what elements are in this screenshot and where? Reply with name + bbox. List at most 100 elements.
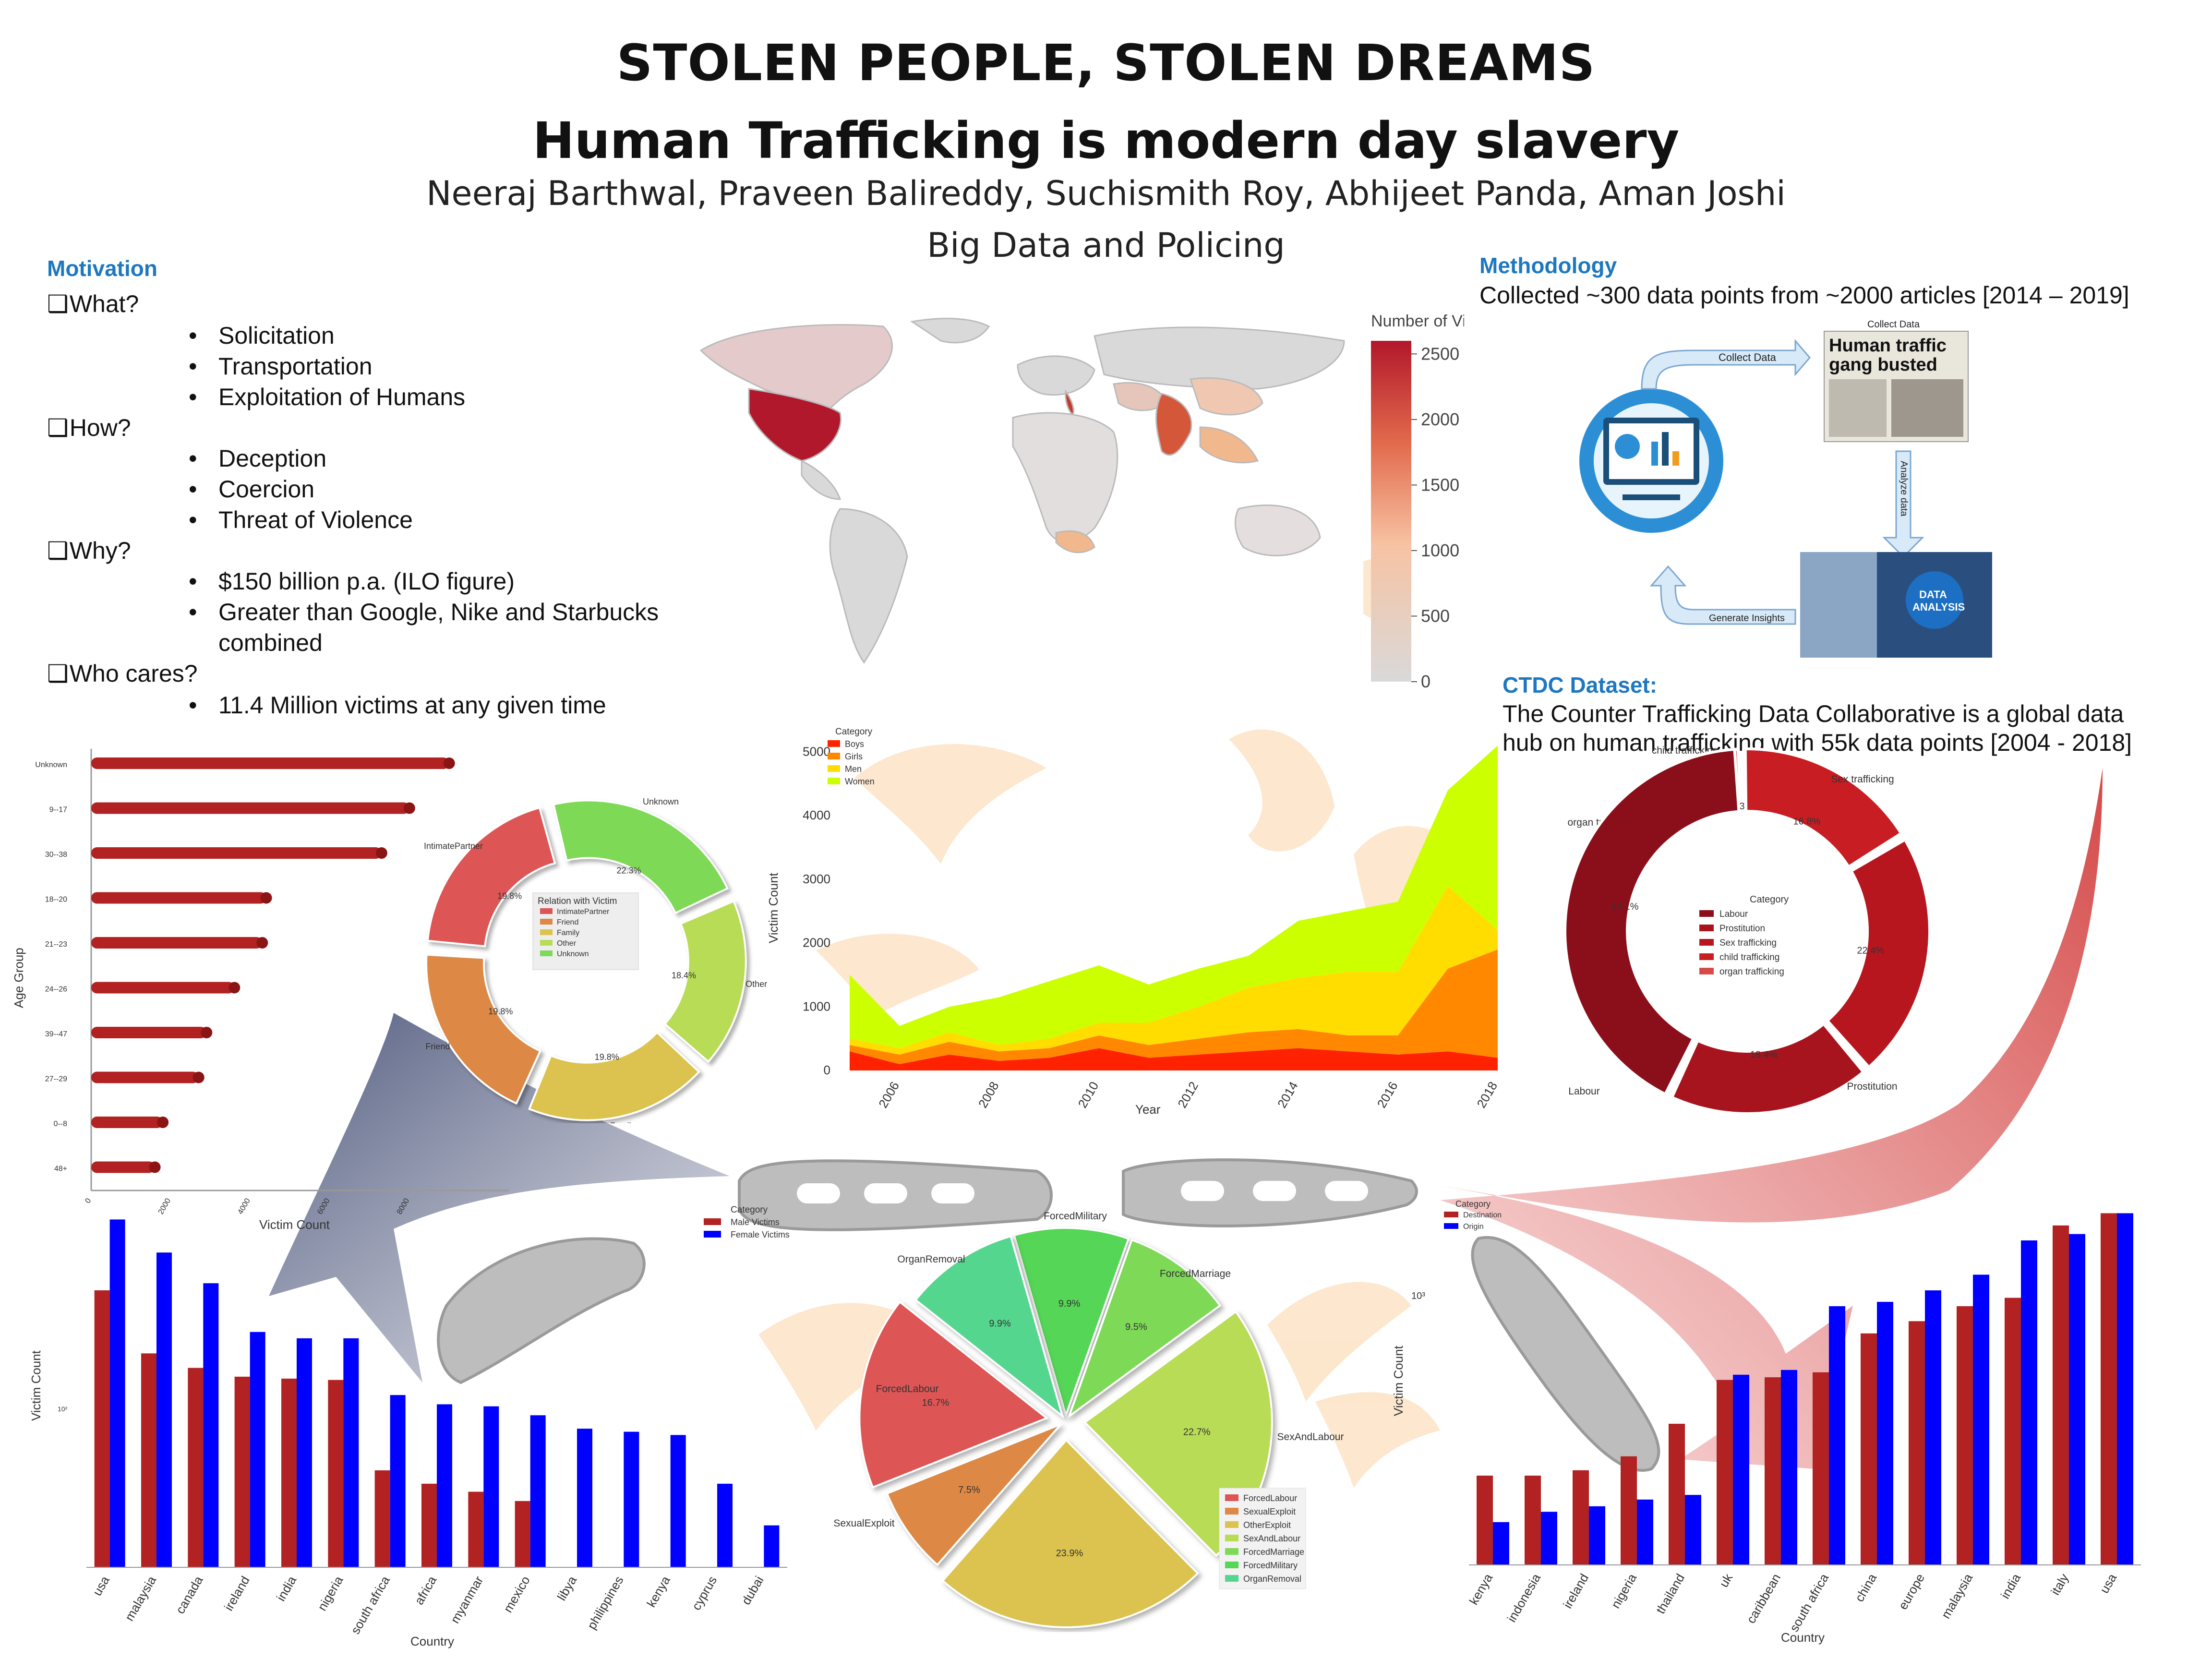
area-xtick-label: 2018	[1474, 1079, 1500, 1110]
relation-slice-label: IntimatePartner	[424, 841, 483, 851]
country-bar	[468, 1491, 484, 1567]
map-central-america	[801, 459, 842, 500]
age-bar-end	[157, 1117, 169, 1128]
country-bar	[1829, 1306, 1845, 1565]
age-bar	[91, 1027, 207, 1038]
country-bar	[1765, 1377, 1781, 1565]
category-pct-label: 18.4%	[1750, 1050, 1778, 1060]
dest-legend-label: Origin	[1463, 1223, 1484, 1231]
country-bar	[1877, 1302, 1893, 1565]
area-series	[850, 745, 1498, 1048]
exploitation-legend-swatch	[1225, 1562, 1238, 1568]
relation-legend-label: Family	[557, 929, 579, 937]
bird-shape	[1267, 1282, 1411, 1402]
relation-slice-label: Other	[745, 979, 767, 989]
country-tick-label: malaysia	[122, 1574, 159, 1623]
relation-legend-label: IntimatePartner	[557, 908, 610, 916]
country-bar	[1813, 1372, 1829, 1565]
exploitation-legend-label: SexAndLabour	[1243, 1534, 1300, 1543]
ctdc-heading: CTDC Dataset:	[1503, 673, 1658, 697]
question-how: How?	[47, 414, 131, 442]
country-bar	[1477, 1475, 1493, 1565]
relation-legend-label: Friend	[557, 918, 578, 926]
exploitation-legend-label: ForcedLabour	[1243, 1493, 1297, 1503]
gender-xlabel: Country	[410, 1634, 454, 1648]
country-bar	[156, 1252, 172, 1567]
dest-legend: Category Destination Origin	[1444, 1199, 1502, 1231]
exploitation-legend-swatch	[1225, 1548, 1238, 1555]
relation-slice-label: Family	[610, 1121, 635, 1123]
area-ytick-label: 1000	[803, 999, 830, 1013]
age-bar	[91, 757, 449, 769]
poster-subtitle: Human Trafficking is modern day slavery	[532, 111, 1680, 170]
label-collect-data-small: Collect Data	[1867, 319, 1920, 330]
category-slice-label: Labour	[1568, 1086, 1599, 1097]
colorbar	[1371, 341, 1411, 682]
relation-pct-label: 22.3%	[616, 866, 641, 876]
dest-ytick-label: 10³	[1411, 1291, 1425, 1301]
age-bar-end	[201, 1027, 213, 1038]
country-bar	[141, 1353, 156, 1567]
gender-legend-title: Category	[731, 1205, 768, 1215]
country-tick-label: myanmar	[447, 1574, 486, 1626]
label-generate-insights: Generate Insights	[1709, 613, 1785, 624]
category-legend-label: child trafficking	[1719, 952, 1779, 962]
victim-area-chart: 0 1000 2000 3000 4000 5000 2006 2008 2010 2012 201…	[766, 727, 1500, 1117]
exploitation-pct-label: 16.7%	[922, 1397, 950, 1408]
exploitation-legend-swatch	[1225, 1521, 1238, 1528]
relation-slice	[663, 900, 747, 1063]
country-tick-label: europe	[1896, 1571, 1927, 1612]
exploitation-slice-label: SexualExploit	[833, 1518, 894, 1529]
country-bar	[1589, 1506, 1605, 1565]
country-bar	[717, 1483, 733, 1567]
age-tick-label: 24--26	[45, 986, 67, 994]
age-group-bar-chart: Unknown 9--17 30--38 18--20 21--23 24--26 39--…	[12, 749, 509, 1232]
data-analysis-label: DATA	[1919, 589, 1947, 601]
dest-legend-title: Category	[1455, 1199, 1491, 1209]
country-tick-label: india	[274, 1574, 300, 1604]
map-india	[1155, 393, 1192, 456]
exploitation-slice	[1067, 1238, 1222, 1419]
country-bar	[374, 1470, 390, 1567]
country-bar	[109, 1219, 125, 1567]
who-item: 11.4 Million victims at any given time	[189, 691, 606, 719]
age-bar	[91, 937, 263, 949]
why-item: Greater than Google, Nike and Starbucks	[189, 598, 659, 626]
area-legend-swatch	[828, 740, 840, 747]
connector-arrow-red	[1440, 768, 2103, 1469]
age-bar-end	[375, 847, 387, 859]
exploitation-slice-label: ForcedMilitary	[1044, 1211, 1107, 1222]
question-why: Why?	[47, 537, 131, 565]
exploitation-slice-label: SexAndLabour	[1277, 1431, 1344, 1443]
relation-slice	[425, 953, 542, 1105]
country-bar	[328, 1380, 344, 1567]
map-europe	[1017, 355, 1095, 396]
what-item: Exploitation of Humans	[189, 383, 465, 411]
country-bar	[1781, 1370, 1797, 1565]
how-item: Deception	[189, 445, 326, 472]
exploitation-slice-label: ForcedMarriage	[1160, 1268, 1231, 1279]
area-xlabel: Year	[1135, 1102, 1161, 1117]
country-bar	[515, 1501, 530, 1567]
country-tick-label: africa	[411, 1574, 439, 1608]
country-tick-label: china	[1852, 1571, 1879, 1604]
exploitation-pct-label: 22.7%	[1183, 1427, 1211, 1438]
country-tick-label: kenya	[1467, 1571, 1496, 1608]
exploitation-pct-label: 23.9%	[1056, 1548, 1083, 1559]
category-legend-swatch	[1699, 910, 1714, 917]
category-legend-swatch	[1699, 939, 1714, 946]
exploitation-legend-swatch	[1225, 1575, 1238, 1582]
exploitation-legend-label: SexualExploit	[1243, 1507, 1296, 1516]
country-bar	[2021, 1240, 2037, 1565]
exploitation-pie-chart: 9.9% ForcedMilitary 9.5% ForcedMarriage 22.7…	[833, 1211, 1344, 1628]
category-legend-title: Category	[1750, 894, 1789, 905]
chain-link	[437, 1237, 646, 1384]
data-analysis-illustration: DATA ANALYSIS	[1800, 552, 1992, 658]
relation-legend-swatch	[540, 940, 553, 946]
authors: Neeraj Barthwal, Praveen Balireddy, Such…	[426, 174, 1786, 213]
area-xtick-label: 2008	[975, 1079, 1002, 1110]
newspaper-headline: Human traffic	[1829, 336, 1947, 356]
relation-legend-swatch	[540, 908, 553, 914]
category-slice	[1825, 837, 1931, 1070]
